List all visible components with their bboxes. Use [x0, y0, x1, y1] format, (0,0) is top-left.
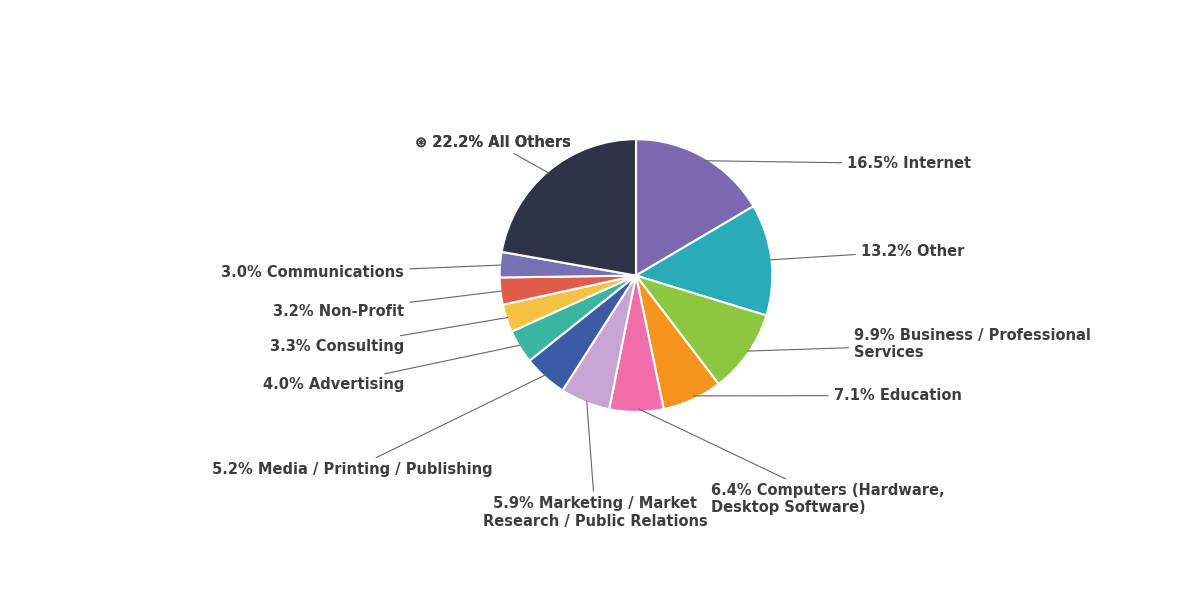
- Text: 7.1% Education: 7.1% Education: [694, 388, 961, 403]
- Text: 5.2% Media / Printing / Publishing: 5.2% Media / Printing / Publishing: [212, 375, 545, 477]
- Text: 16.5% Internet: 16.5% Internet: [704, 156, 972, 171]
- Text: 6.4% Computers (Hardware,
Desktop Software): 6.4% Computers (Hardware, Desktop Softwa…: [638, 409, 944, 515]
- Wedge shape: [511, 275, 636, 361]
- Wedge shape: [636, 275, 719, 409]
- Wedge shape: [499, 275, 636, 305]
- Text: 9.9% Business / Professional
Services: 9.9% Business / Professional Services: [748, 327, 1091, 360]
- Wedge shape: [636, 139, 754, 275]
- Wedge shape: [503, 275, 636, 332]
- Wedge shape: [636, 275, 767, 384]
- Text: 3.2% Non-Profit: 3.2% Non-Profit: [274, 291, 502, 318]
- Wedge shape: [529, 275, 636, 390]
- Text: 13.2% Other: 13.2% Other: [770, 243, 965, 260]
- Text: 3.0% Communications: 3.0% Communications: [221, 265, 502, 281]
- Wedge shape: [499, 252, 636, 278]
- Text: ⊛ 22.2% All Others: ⊛ 22.2% All Others: [415, 134, 571, 149]
- Wedge shape: [563, 275, 636, 409]
- Text: 4.0% Advertising: 4.0% Advertising: [263, 345, 521, 392]
- Text: 5.9% Marketing / Market
Research / Public Relations: 5.9% Marketing / Market Research / Publi…: [482, 401, 708, 529]
- Wedge shape: [636, 206, 773, 316]
- Wedge shape: [502, 139, 636, 275]
- Text: ⊛ 22.2% All Others: ⊛ 22.2% All Others: [415, 134, 571, 173]
- Text: 3.3% Consulting: 3.3% Consulting: [270, 317, 508, 354]
- Wedge shape: [610, 275, 664, 412]
